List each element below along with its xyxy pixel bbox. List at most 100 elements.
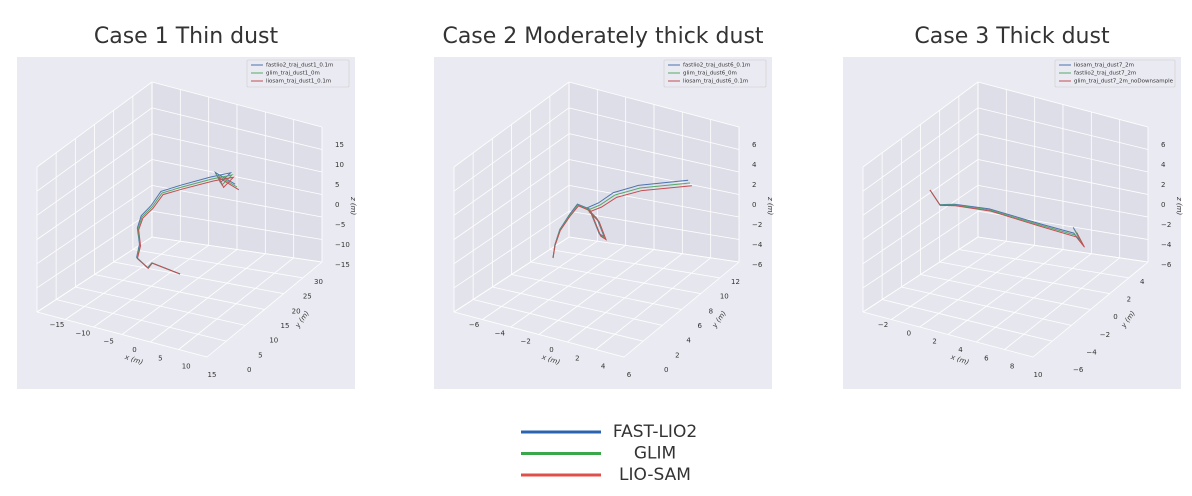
y-tick-label: −2 [1100, 331, 1110, 339]
panel-title: Case 3 Thick dust [914, 24, 1110, 49]
x-tick-label: −2 [878, 321, 888, 329]
y-tick-label: 8 [709, 307, 713, 315]
grid-line [977, 81, 1149, 128]
legend-box [1054, 59, 1176, 88]
y-tick-label: −4 [1086, 348, 1097, 356]
z-tick-label: 0 [1161, 201, 1165, 209]
floor-pane [37, 237, 322, 357]
z-tick-label: −2 [752, 221, 762, 229]
grid-line [206, 261, 323, 358]
z-tick-label: −5 [335, 221, 345, 229]
x-tick-label: 4 [958, 346, 963, 354]
floor-pane [454, 237, 739, 357]
y-tick-label: 2 [1127, 296, 1131, 304]
grid-line [977, 236, 1149, 263]
y-tick-label: −6 [1073, 366, 1084, 374]
z-tick-label: 2 [752, 181, 756, 189]
legend-label: glim_traj_dust6_0m [683, 71, 737, 77]
legend-label: glim_traj_dust7_2m_noDownsample [1074, 79, 1174, 85]
z-tick-label: −15 [335, 261, 350, 269]
z-tick-label: 6 [1161, 141, 1166, 149]
grid-line [862, 107, 979, 192]
grid-line [568, 236, 740, 263]
z-tick-label: 4 [1161, 161, 1166, 169]
z-tick-label: −6 [1161, 261, 1172, 269]
z-tick-label: 10 [335, 161, 344, 169]
z-tick-label: −4 [1161, 241, 1172, 249]
trajectory [929, 189, 1085, 248]
z-axis-label: z (m) [349, 196, 357, 215]
grid-line [151, 81, 323, 128]
grid-line [36, 81, 153, 168]
z-tick-label: −2 [1161, 221, 1171, 229]
trajectory [552, 185, 692, 259]
z-axis-label: z (m) [766, 196, 774, 215]
trajectory [552, 179, 689, 259]
x-tick-label: −5 [104, 338, 114, 346]
grid-line [151, 236, 323, 263]
y-tick-label: 4 [1140, 278, 1145, 286]
grid-line [623, 261, 740, 358]
legend-label: fastlio2_traj_dust6_0.1m [683, 63, 750, 69]
x-tick-label: 0 [549, 346, 553, 354]
trajectory [136, 176, 240, 275]
y-tick-label: 30 [314, 278, 323, 286]
grid-line [862, 81, 979, 168]
z-tick-label: 0 [752, 201, 756, 209]
grid-line [178, 257, 294, 350]
grid-line [1004, 257, 1120, 350]
legend-box [663, 59, 767, 88]
y-tick-label: 0 [1113, 313, 1117, 321]
y-tick-label: 10 [720, 293, 729, 301]
legend-label: LIO-SAM [619, 465, 691, 485]
legend-label: GLIM [634, 444, 676, 464]
legend-label: fastlio2_traj_dust7_2m [1074, 71, 1136, 77]
x-tick-label: −2 [521, 338, 531, 346]
x-tick-label: 5 [158, 354, 162, 362]
y-tick-label: 2 [675, 351, 679, 359]
x-tick-label: −10 [75, 329, 90, 337]
x-tick-label: 8 [1010, 363, 1014, 371]
x-tick-label: 6 [627, 371, 632, 379]
grid-line [151, 107, 323, 150]
panel: −15−10−5051015051015202530151050−5−10−15… [17, 57, 357, 389]
y-tick-label: 25 [303, 293, 312, 301]
y-tick-label: 12 [731, 278, 740, 286]
floor-pane [863, 237, 1148, 357]
y-tick-label: 5 [258, 351, 262, 359]
x-tick-label: 10 [182, 363, 191, 371]
z-axis-label: z (m) [1175, 196, 1183, 215]
x-tick-label: −15 [50, 321, 65, 329]
z-tick-label: 4 [752, 161, 757, 169]
grid-line [568, 107, 740, 150]
z-tick-label: −4 [752, 241, 763, 249]
z-tick-label: 2 [1161, 181, 1165, 189]
x-tick-label: 4 [601, 363, 606, 371]
x-tick-label: 15 [208, 371, 217, 379]
x-tick-label: 0 [132, 346, 136, 354]
legend-label: liosam_traj_dust7_2m [1074, 63, 1134, 69]
grid-line [1032, 261, 1149, 358]
x-tick-label: −4 [495, 329, 506, 337]
z-tick-label: 0 [335, 201, 339, 209]
y-tick-label: 4 [686, 337, 691, 345]
legend-box [246, 59, 350, 88]
panel-title: Case 1 Thin dust [94, 24, 279, 49]
grid-line [568, 81, 740, 128]
grid-line [36, 107, 153, 192]
y-tick-label: 20 [292, 307, 301, 315]
x-tick-label: 10 [1034, 371, 1043, 379]
legend-label: fastlio2_traj_dust1_0.1m [266, 63, 333, 69]
grid-line [453, 81, 570, 168]
y-tick-label: 6 [698, 322, 703, 330]
legend-label: glim_traj_dust1_0m [266, 71, 320, 77]
y-tick-label: 15 [281, 322, 290, 330]
panel-title: Case 2 Moderately thick dust [442, 24, 763, 49]
trajectory [552, 182, 691, 259]
x-tick-label: 2 [932, 338, 936, 346]
x-tick-label: −6 [469, 321, 480, 329]
grid-line [595, 257, 711, 350]
legend-label: FAST-LIO2 [613, 422, 697, 442]
